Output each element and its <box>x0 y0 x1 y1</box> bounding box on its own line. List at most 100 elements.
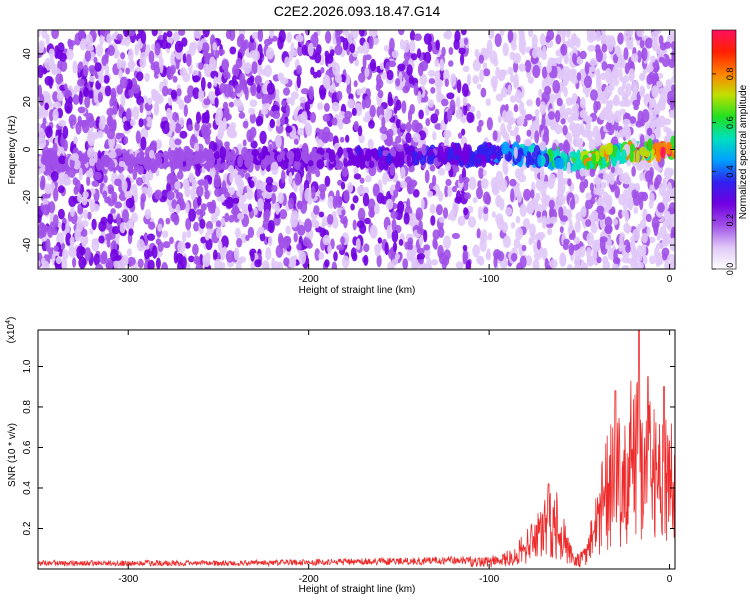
spectrogram-cell <box>555 34 562 45</box>
spectrogram-cell <box>277 192 284 204</box>
spectrogram-cell <box>449 209 457 222</box>
spectrogram-cell <box>217 240 223 252</box>
spectrogram-cell <box>451 232 460 240</box>
spectrogram-cell <box>150 140 157 149</box>
spectrogram-cell <box>56 91 64 102</box>
spectrogram-cell <box>72 60 78 74</box>
spectrogram-cell <box>359 223 367 235</box>
spectrogram-cell <box>599 34 608 41</box>
spectrogram-cell <box>463 37 469 46</box>
spectrogram-cell <box>79 40 87 51</box>
spectrogram-cell <box>57 185 65 194</box>
spectrogram-cell <box>57 120 67 127</box>
spectrogram-cell <box>601 43 608 53</box>
spectrogram-cell <box>512 52 521 64</box>
spectrogram-cell <box>106 107 114 117</box>
spectrogram-cell <box>562 141 571 154</box>
spectrogram-cell <box>378 156 386 171</box>
spectrogram-cell <box>364 175 372 183</box>
colorbar-scale <box>711 29 737 270</box>
spectrogram-cell <box>567 178 572 187</box>
spectrogram-cell <box>458 47 466 55</box>
spectrogram-cell <box>412 258 419 269</box>
spectrogram-cell <box>259 232 266 242</box>
spectrogram-cell <box>515 215 521 224</box>
spectrogram-cell <box>246 77 254 86</box>
spectrogram-cell <box>121 179 128 192</box>
spectrogram-cell <box>613 110 622 123</box>
spectrogram-cell <box>584 88 590 98</box>
spectrogram-cell <box>157 241 164 253</box>
spectrogram-cell <box>585 219 592 228</box>
spectrogram-cell <box>386 69 394 81</box>
spectrogram-cell <box>619 108 626 115</box>
spectrogram-cell <box>444 185 449 198</box>
spectrogram-cell <box>655 30 662 35</box>
spectrogram-cell <box>462 147 471 157</box>
spectrogram-cell <box>114 148 123 157</box>
spectrogram-cell <box>583 178 589 189</box>
spectrogram-cell <box>523 188 531 201</box>
spectrogram-cell <box>472 75 480 85</box>
spectrogram-cell <box>172 111 178 123</box>
spectrogram-cell <box>541 247 548 261</box>
spectrogram-cell <box>430 87 436 94</box>
spectrogram-cell <box>174 40 184 53</box>
spectrogram-cell <box>388 60 397 68</box>
spectrogram-cell <box>323 152 330 160</box>
spectrogram-cell <box>605 121 612 132</box>
spectrogram-cell <box>596 74 601 86</box>
spectrogram-cell <box>220 235 229 249</box>
spectrogram-cell <box>206 220 213 231</box>
spectrogram-cell <box>76 221 83 233</box>
spectrogram-cell <box>183 104 188 117</box>
spectrogram-cell <box>416 48 422 59</box>
spectrogram-cell <box>237 201 246 209</box>
spectrogram-cell <box>347 98 355 109</box>
spectrogram-cell <box>631 257 638 265</box>
spectrogram-cell <box>280 116 285 126</box>
spectrogram-cell <box>331 101 340 112</box>
spectrogram-cell <box>497 115 502 123</box>
spectrogram-cell <box>91 131 99 140</box>
spectrogram-cell <box>93 56 98 64</box>
spectrogram-cell <box>309 112 317 123</box>
spectrogram-cell <box>268 235 273 247</box>
spectrogram-cell <box>297 44 304 57</box>
snr-background <box>38 330 675 569</box>
spectrogram-cell <box>280 169 286 184</box>
spectrogram-cell <box>249 99 258 108</box>
spectrogram-cell <box>379 126 388 134</box>
spectrogram-cell <box>601 61 608 71</box>
spectrogram-cell <box>518 63 526 72</box>
spectrogram-cell <box>450 73 457 87</box>
spectrogram-cell <box>377 237 382 244</box>
spectrogram-cell <box>84 95 91 109</box>
spectrogram-cell <box>249 112 256 124</box>
spectrogram-cell <box>200 236 207 244</box>
spectrogram-cell <box>88 90 94 99</box>
spectrogram-cell <box>620 77 626 83</box>
spectrogram-cell <box>295 34 304 43</box>
spectrogram-cell <box>217 48 225 56</box>
spectrogram-cell <box>397 200 405 215</box>
spectrogram-cell <box>209 56 216 69</box>
spectrogram-cell <box>640 73 646 80</box>
spectrogram-cell <box>68 114 77 126</box>
spectrogram-cell <box>507 122 512 133</box>
colorbar-tick-label: 0.4 <box>725 165 735 178</box>
spectrogram-cell <box>630 143 635 153</box>
spectrogram-cell <box>45 33 50 46</box>
spectrogram-cell <box>132 84 141 94</box>
spectrogram-cell <box>102 190 108 199</box>
spectrogram-cell <box>509 130 516 137</box>
spectrogram-cell <box>39 227 47 238</box>
spectrogram-cell <box>53 188 59 202</box>
spectrogram-cell <box>104 63 110 78</box>
spectrogram-cell <box>526 99 533 107</box>
spectrogram-cell <box>457 215 466 226</box>
spectrogram-cell <box>407 249 415 261</box>
spectrogram-cell <box>454 196 462 204</box>
spectrogram-cell <box>270 161 279 176</box>
spectrogram-cell <box>651 38 659 52</box>
